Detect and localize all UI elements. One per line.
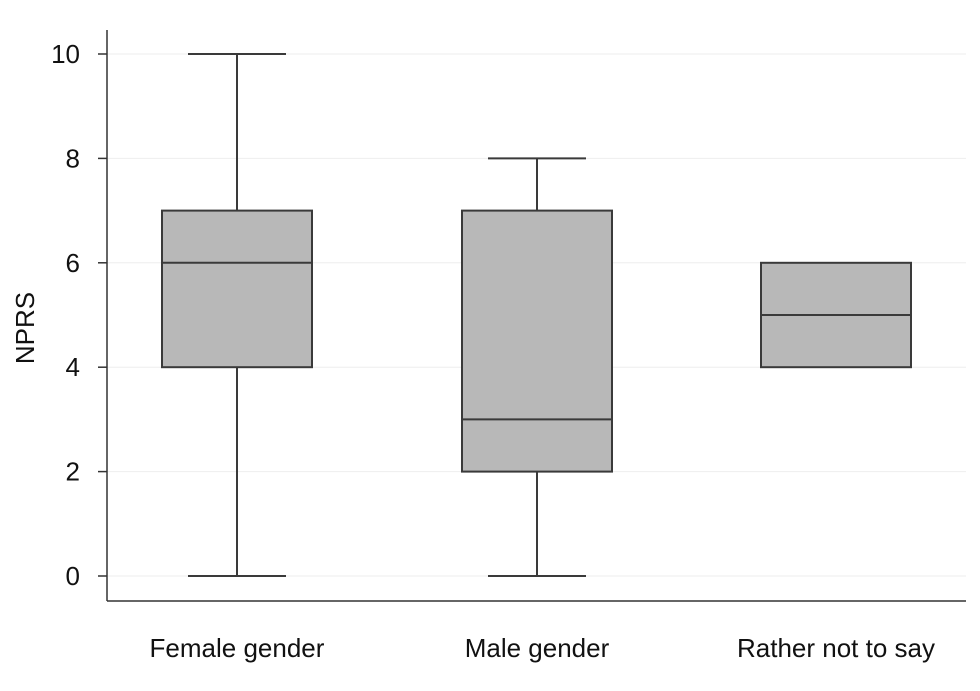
x-category-label: Male gender [465, 633, 610, 663]
y-tick-label: 8 [66, 143, 80, 173]
y-axis-title: NPRS [10, 292, 40, 364]
iqr-box [161, 209, 313, 369]
y-tick-layer: 0 2 4 6 8 10 [51, 39, 107, 591]
x-category-label: Rather not to say [737, 633, 935, 663]
y-tick-label: 10 [51, 39, 80, 69]
x-label-layer: Female gender Male gender Rather not to sa… [150, 633, 935, 663]
box-group [461, 157, 613, 577]
iqr-box [461, 209, 613, 473]
x-category-label: Female gender [150, 633, 325, 663]
y-tick-label: 4 [66, 352, 80, 382]
box-layer [161, 53, 912, 577]
box-group [760, 261, 912, 369]
axis-layer [106, 30, 966, 602]
y-tick-label: 0 [66, 561, 80, 591]
y-tick-label: 2 [66, 457, 80, 487]
box-group [161, 53, 313, 577]
y-tick-label: 6 [66, 248, 80, 278]
